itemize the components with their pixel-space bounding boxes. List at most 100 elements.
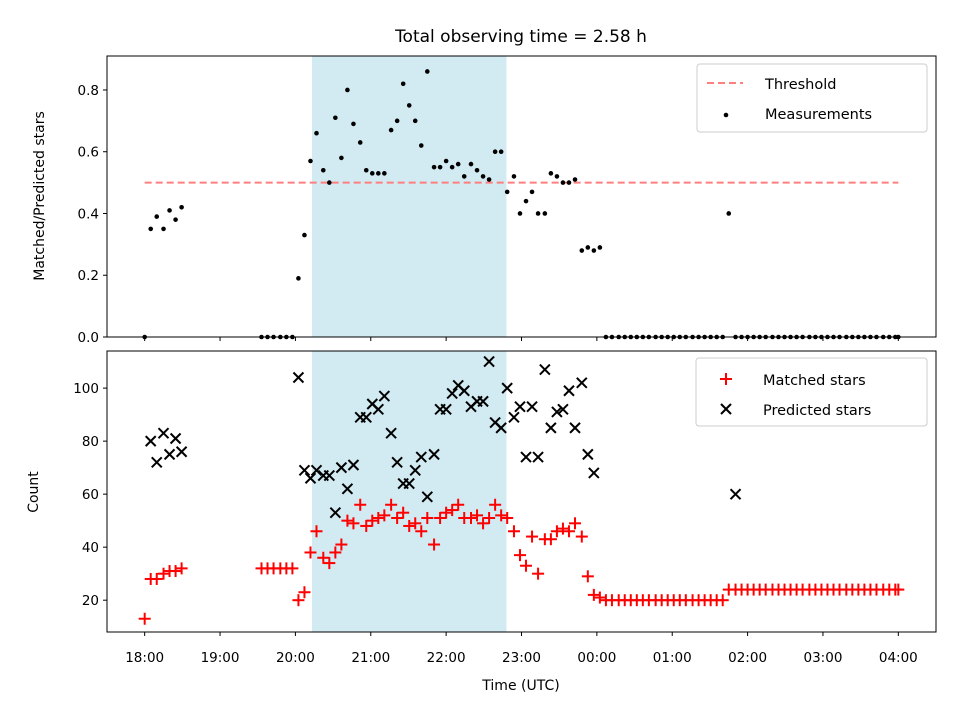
top-legend-box <box>696 63 928 133</box>
legend-measurements-label: Measurements <box>765 107 872 123</box>
bottom-series-0-point-24 <box>360 519 373 532</box>
bottom-xtick-label-1: 19:00 <box>201 650 240 666</box>
bottom-series-0-point-15 <box>304 546 317 559</box>
bottom-series-1-point-19 <box>372 403 385 416</box>
bottom-xtick-label-8: 02:00 <box>728 650 767 666</box>
top-ytick-label-4: 0.8 <box>78 83 99 99</box>
top-series-0-point-83 <box>726 211 732 216</box>
top-series-0-point-53 <box>542 211 548 216</box>
top-ytick-label-0: 0.0 <box>78 330 99 346</box>
top-series-0-point-30 <box>400 81 406 87</box>
bottom-series-1-point-37 <box>483 355 495 368</box>
bottom-series-1-point-0 <box>145 435 157 447</box>
bottom-series-1-point-12 <box>329 507 342 519</box>
bottom-ytick-label-0: 20 <box>82 593 99 609</box>
bottom-series-1-point-21 <box>385 427 397 439</box>
bottom-series-1-point-55 <box>729 488 742 500</box>
bottom-xtick-label-6: 00:00 <box>577 650 616 666</box>
bottom-series-1-point-36 <box>477 395 489 408</box>
top-ytick-label-2: 0.4 <box>78 206 99 222</box>
bottom-xtick-label-7: 01:00 <box>653 650 692 666</box>
bottom-series-0-point-5 <box>169 565 182 578</box>
top-series-0-point-15 <box>308 158 313 164</box>
top-series-0-point-52 <box>535 211 541 216</box>
bottom-series-0-point-14 <box>298 586 311 599</box>
top-chart-title: Total observing time = 2.58 h <box>394 27 647 47</box>
top-y-ticks: 0.0 0.2 0.4 0.6 0.8 <box>78 83 107 346</box>
bottom-series-0-point-16 <box>310 525 323 538</box>
bottom-xtick-label-9: 03:00 <box>804 650 843 666</box>
top-series-0-point-49 <box>517 211 523 216</box>
bottom-xtick-label-3: 21:00 <box>351 650 390 666</box>
bottom-series-0-point-0 <box>138 612 151 625</box>
bottom-series-1-point-28 <box>428 448 440 461</box>
top-series-0-point-17 <box>320 167 326 173</box>
bottom-series-0-point-48 <box>507 525 520 538</box>
bottom-series-0-point-51 <box>526 530 539 543</box>
top-series-0-point-50 <box>523 198 529 204</box>
bottom-series-0-point-26 <box>372 512 385 525</box>
top-series-0-point-32 <box>412 118 418 124</box>
bottom-series-0-point-47 <box>501 512 514 525</box>
top-series-0-point-54 <box>548 171 554 176</box>
bottom-series-0-point-32 <box>409 517 422 530</box>
bottom-ytick-label-4: 100 <box>73 381 99 397</box>
bottom-series-0-point-45 <box>489 498 502 511</box>
bottom-series-0-point-54 <box>544 533 557 546</box>
bottom-series-1-point-20 <box>378 390 391 402</box>
top-series-0-point-42 <box>474 167 480 173</box>
top-legend: Threshold Measurements <box>696 63 928 133</box>
top-series-0-point-55 <box>554 174 560 179</box>
bottom-series-0-point-22 <box>347 517 360 530</box>
bottom-y-ticks: 20 40 60 80 100 <box>73 381 107 609</box>
bottom-series-1-point-6 <box>292 371 305 384</box>
bottom-series-0-point-28 <box>385 498 398 511</box>
bottom-series-1-point-42 <box>514 400 526 413</box>
bottom-series-1-point-14 <box>341 483 354 495</box>
bottom-series-1-point-44 <box>526 400 538 413</box>
bottom-series-1-point-47 <box>545 422 557 434</box>
top-ytick-label-3: 0.6 <box>78 145 99 161</box>
bottom-series-1-point-4 <box>169 432 182 445</box>
bottom-series-0-point-35 <box>428 538 441 551</box>
top-series-0-point-40 <box>461 174 467 179</box>
top-series-0-point-31 <box>406 103 412 108</box>
bottom-series-1 <box>145 355 742 519</box>
top-series-0-point-56 <box>560 180 566 185</box>
bottom-series-0-point-29 <box>391 512 404 525</box>
top-series-0-point-60 <box>585 245 591 250</box>
top-series-0-point-45 <box>492 149 498 155</box>
bottom-series-1-point-8 <box>304 472 317 484</box>
bottom-series-1-point-27 <box>421 491 434 503</box>
top-shaded-interval <box>311 56 507 337</box>
top-series-0-point-61 <box>591 248 597 253</box>
bottom-series-0-point-61 <box>587 588 600 601</box>
top-series-0-point-47 <box>504 189 510 195</box>
bottom-series-1-point-51 <box>569 422 581 434</box>
bottom-panel: 20 40 60 80 100 Count 18:00 19:00 20:00 21:00 22… <box>26 350 937 694</box>
bottom-series-1-point-31 <box>446 387 458 400</box>
bottom-series-1-point-50 <box>563 385 575 397</box>
bottom-series-0-point-58 <box>569 517 582 530</box>
top-series-0-point-27 <box>382 171 387 176</box>
bottom-series-0-point-55 <box>550 525 563 538</box>
bottom-series-1-point-40 <box>501 382 513 394</box>
bottom-series-0-point-82 <box>716 594 729 607</box>
top-series-0-point-24 <box>363 167 369 173</box>
bottom-xtick-label-5: 23:00 <box>502 650 541 666</box>
top-series-0-point-34 <box>424 69 430 74</box>
legend-threshold-label: Threshold <box>764 77 836 93</box>
bottom-series-1-point-15 <box>347 459 360 471</box>
bottom-series-0-point-49 <box>513 549 526 562</box>
top-series-0-point-4 <box>167 208 172 213</box>
bottom-series-0-point-31 <box>403 519 416 532</box>
bottom-series-0-point-41 <box>465 512 478 525</box>
bottom-series-1-point-13 <box>335 461 348 474</box>
top-series-0-point-58 <box>572 177 578 182</box>
bottom-series-0-point-12 <box>286 562 299 575</box>
top-series-0-point-28 <box>388 127 394 133</box>
top-series-0-point-46 <box>498 149 504 155</box>
top-series-0-point-48 <box>511 174 517 179</box>
bottom-series-1-point-48 <box>551 406 563 418</box>
bottom-series-1-point-54 <box>588 467 600 479</box>
